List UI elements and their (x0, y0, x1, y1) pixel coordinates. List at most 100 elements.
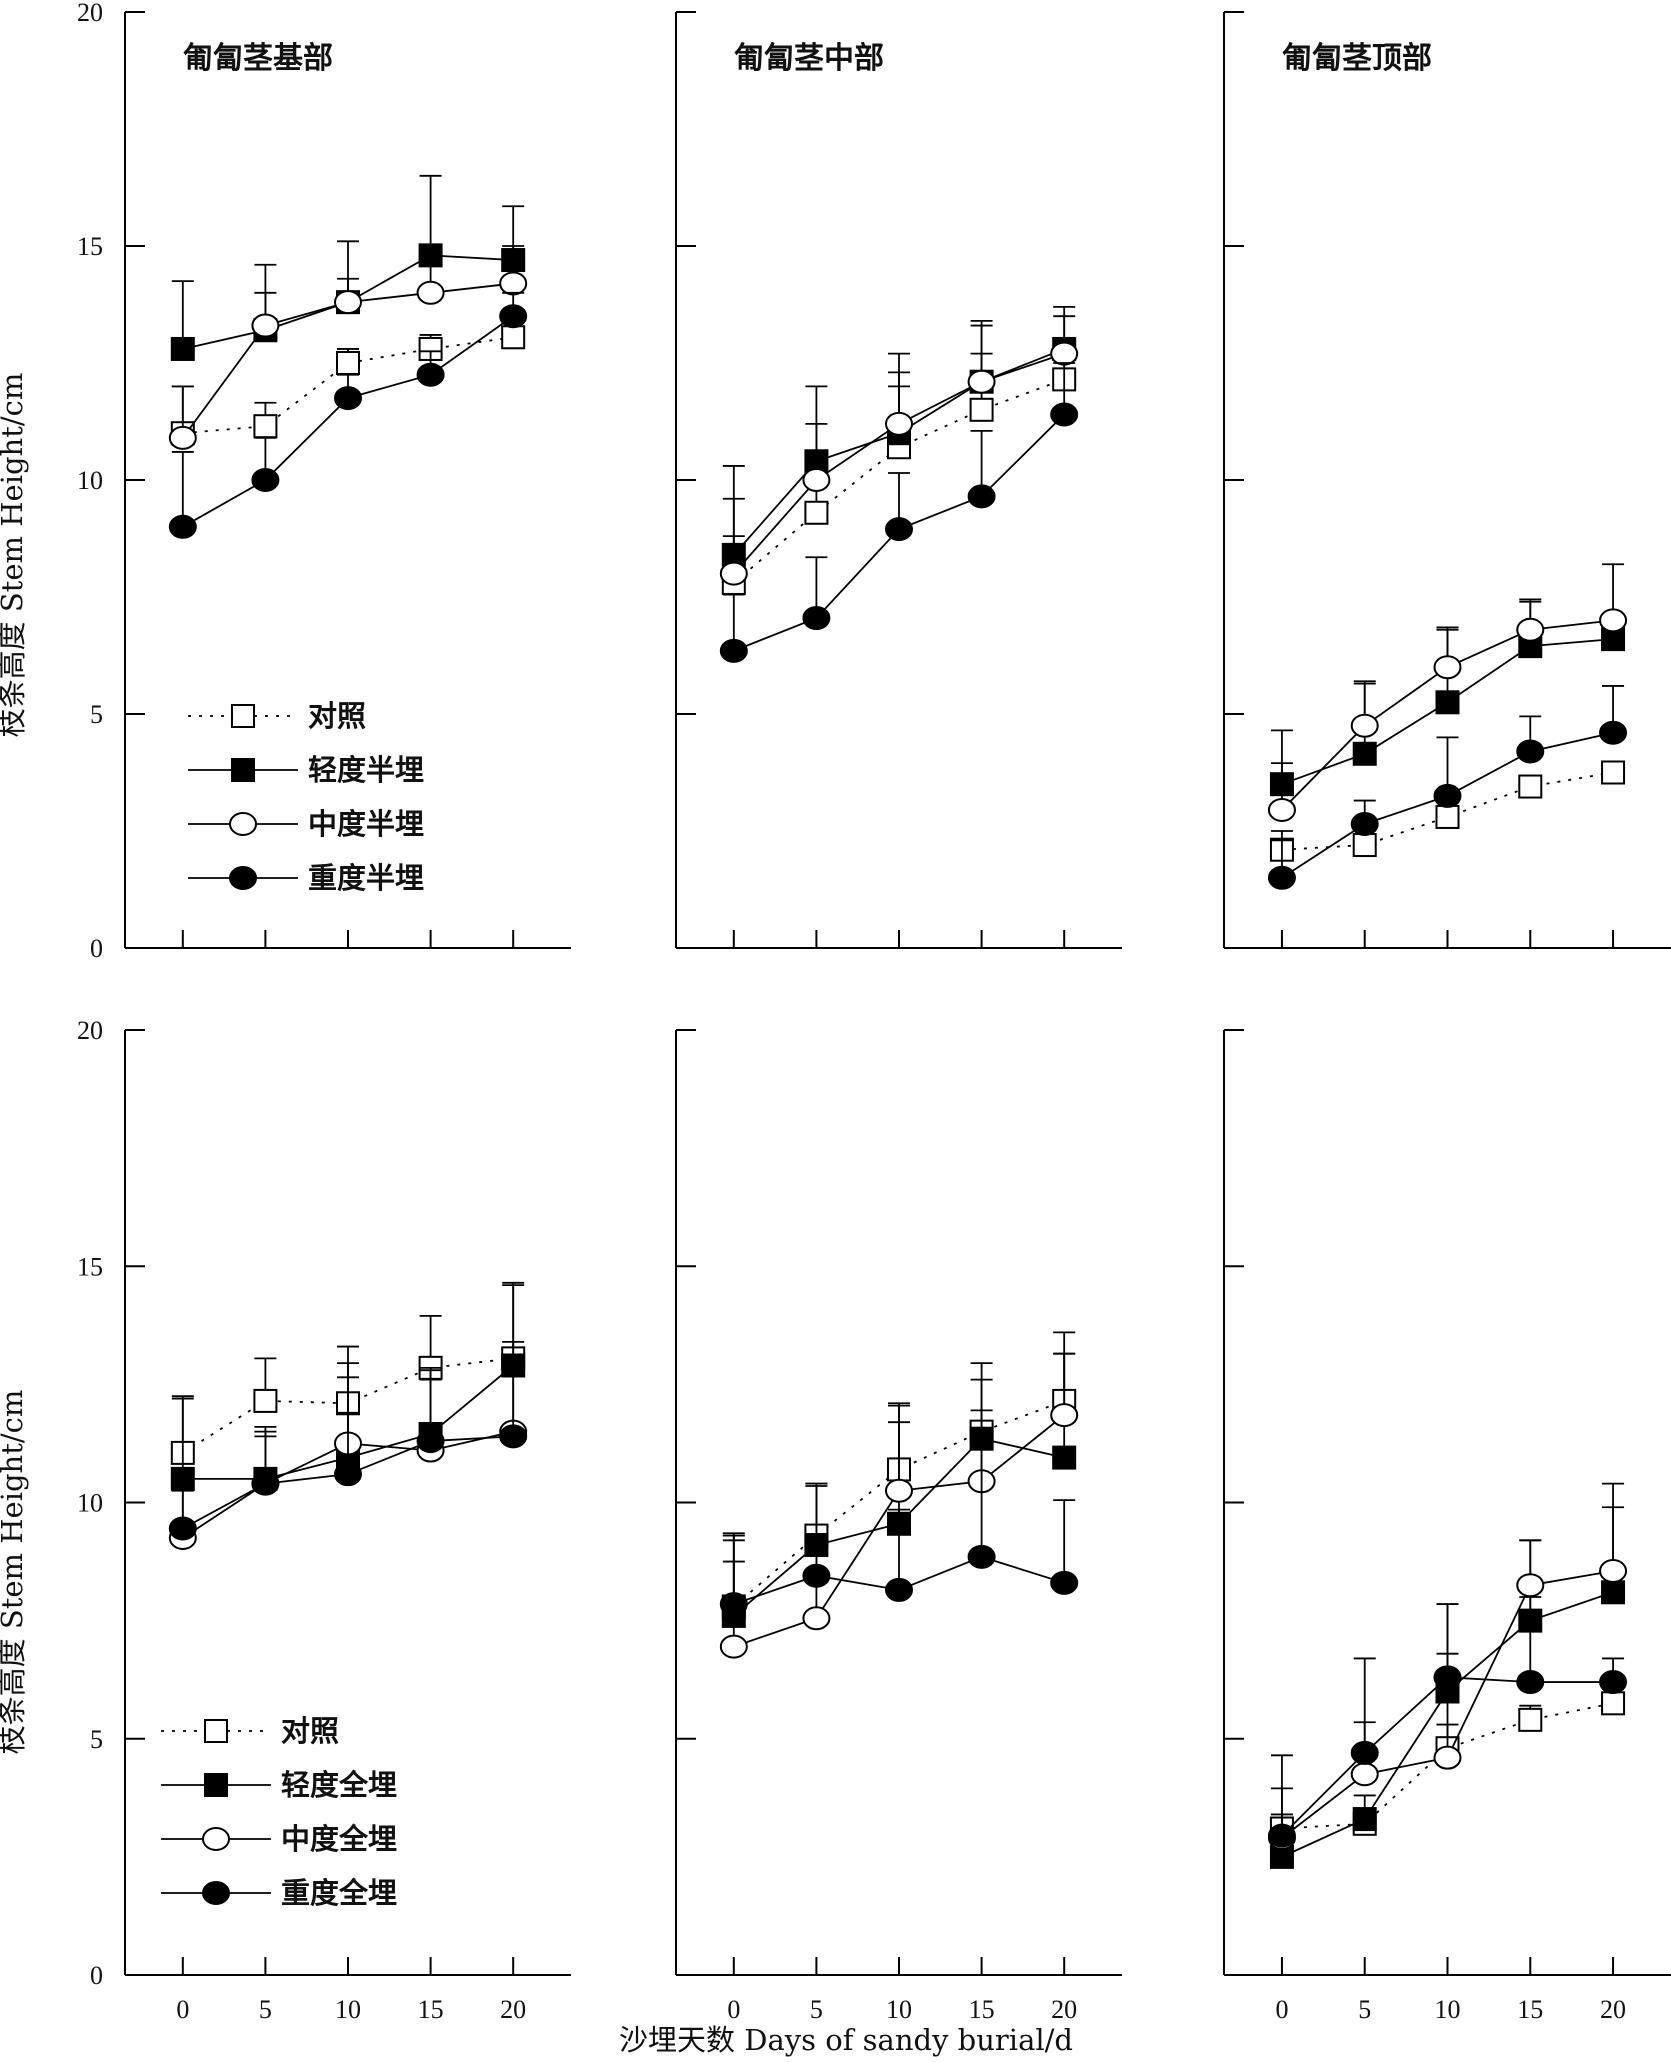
x-axis-title: 沙埋天数 Days of sandy burial/d (619, 2023, 1073, 2057)
legend-marker (202, 1881, 230, 1905)
data-point-marker (1516, 1670, 1545, 1695)
series-group-4 (1267, 1596, 1628, 1848)
x-tick-label: 0 (1275, 1995, 1288, 2024)
panel-6: 0 5 10 15 20 (1223, 1029, 1671, 2024)
data-point-marker (1516, 1573, 1545, 1598)
data-point-marker (334, 1462, 362, 1487)
y-tick-label: 15 (77, 1252, 103, 1281)
data-point-marker (416, 362, 445, 387)
data-point-marker (1433, 1745, 1462, 1770)
data-point-marker (1352, 1807, 1377, 1832)
x-tick-label: 20 (1600, 1995, 1626, 2024)
data-point-marker (1350, 1762, 1379, 1787)
series-group-4 (719, 362, 1079, 663)
x-tick-label: 15 (1517, 1995, 1543, 2024)
data-point-marker (719, 638, 748, 663)
data-point-marker (1599, 1559, 1628, 1584)
data-point-marker (1050, 1403, 1079, 1428)
data-point-marker (802, 1563, 831, 1588)
data-point-marker (885, 517, 913, 542)
series-line (182, 1357, 514, 1454)
data-point-marker (1518, 1707, 1543, 1732)
data-point-marker (802, 606, 831, 631)
data-point-marker (1599, 1670, 1628, 1695)
data-point-marker (719, 1634, 748, 1659)
data-point-marker (170, 336, 195, 361)
legend-label: 中度全埋 (281, 1822, 397, 1856)
y-tick-label: 5 (90, 1725, 103, 1754)
series-group-4 (719, 1437, 1079, 1617)
y-tick-label: 10 (77, 1489, 103, 1518)
series-group-4 (168, 1359, 528, 1541)
data-point-marker (501, 325, 526, 350)
series-line (182, 336, 514, 435)
data-point-marker (251, 313, 280, 338)
panel-2: 匍匐茎中部 (675, 11, 1122, 949)
data-point-marker (1601, 760, 1626, 785)
panel-5: 0 5 10 15 20 (675, 1029, 1122, 2024)
data-point-marker (1350, 1740, 1379, 1765)
y-tick-label: 20 (77, 0, 103, 27)
series-group-3 (168, 245, 528, 450)
y-axis-title-bottom: 枝条高度 Stem Height/cm (0, 1390, 29, 1755)
data-point-marker (418, 243, 443, 268)
data-point-marker (499, 304, 528, 329)
panel-3: 匍匐茎顶部 (1223, 11, 1671, 949)
series-group-3 (1267, 563, 1628, 822)
data-point-marker (1516, 617, 1545, 642)
data-point-marker (1350, 811, 1379, 836)
data-point-marker (1435, 804, 1460, 829)
data-point-marker (1518, 774, 1543, 799)
panel-title: 匍匐茎顶部 (1282, 41, 1432, 76)
y-tick-label: 10 (77, 466, 103, 495)
data-point-marker (1601, 1580, 1626, 1605)
x-tick-label: 10 (886, 1995, 912, 2024)
data-point-marker (334, 386, 362, 411)
y-tick-label: 15 (77, 232, 103, 261)
data-point-marker (499, 1424, 528, 1449)
series-line (1281, 771, 1614, 851)
data-point-marker (1601, 1691, 1626, 1716)
series-group-4 (168, 291, 528, 539)
data-point-marker (1267, 865, 1296, 890)
y-tick-label: 0 (90, 1961, 103, 1990)
x-tick-label: 0 (727, 1995, 740, 2024)
legend-label: 对照 (308, 699, 366, 733)
data-point-marker (253, 1388, 278, 1413)
legend-marker (204, 1719, 228, 1743)
legend-marker (229, 866, 257, 890)
data-point-marker (251, 1471, 280, 1496)
series-group-4 (1267, 685, 1628, 890)
data-point-marker (336, 351, 360, 375)
legend-marker (229, 812, 257, 836)
data-point-marker (1267, 1823, 1296, 1848)
legend-marker (231, 704, 255, 728)
data-point-marker (719, 1592, 748, 1617)
panel-title: 匍匐茎中部 (734, 41, 884, 76)
x-tick-label: 10 (335, 1995, 361, 2024)
data-point-marker (416, 280, 445, 305)
data-point-marker (1267, 797, 1296, 822)
data-point-marker (1599, 720, 1628, 745)
y-tick-label: 5 (90, 700, 103, 729)
data-point-marker (1350, 713, 1379, 738)
x-tick-label: 5 (1358, 1995, 1371, 2024)
data-point-marker (1435, 690, 1460, 715)
data-point-marker (969, 397, 994, 422)
data-point-marker (802, 468, 831, 492)
data-point-marker (416, 1429, 445, 1454)
x-tick-label: 5 (810, 1995, 823, 2024)
x-tick-label: 20 (1051, 1995, 1077, 2024)
y-axis-title-top: 枝条高度 Stem Height/cm (0, 373, 29, 738)
legend-label: 中度半埋 (308, 807, 424, 841)
legend-label: 轻度半埋 (308, 753, 424, 787)
legend-marker (202, 1827, 230, 1851)
legend-marker (231, 758, 255, 782)
x-tick-label: 10 (1435, 1995, 1461, 2024)
